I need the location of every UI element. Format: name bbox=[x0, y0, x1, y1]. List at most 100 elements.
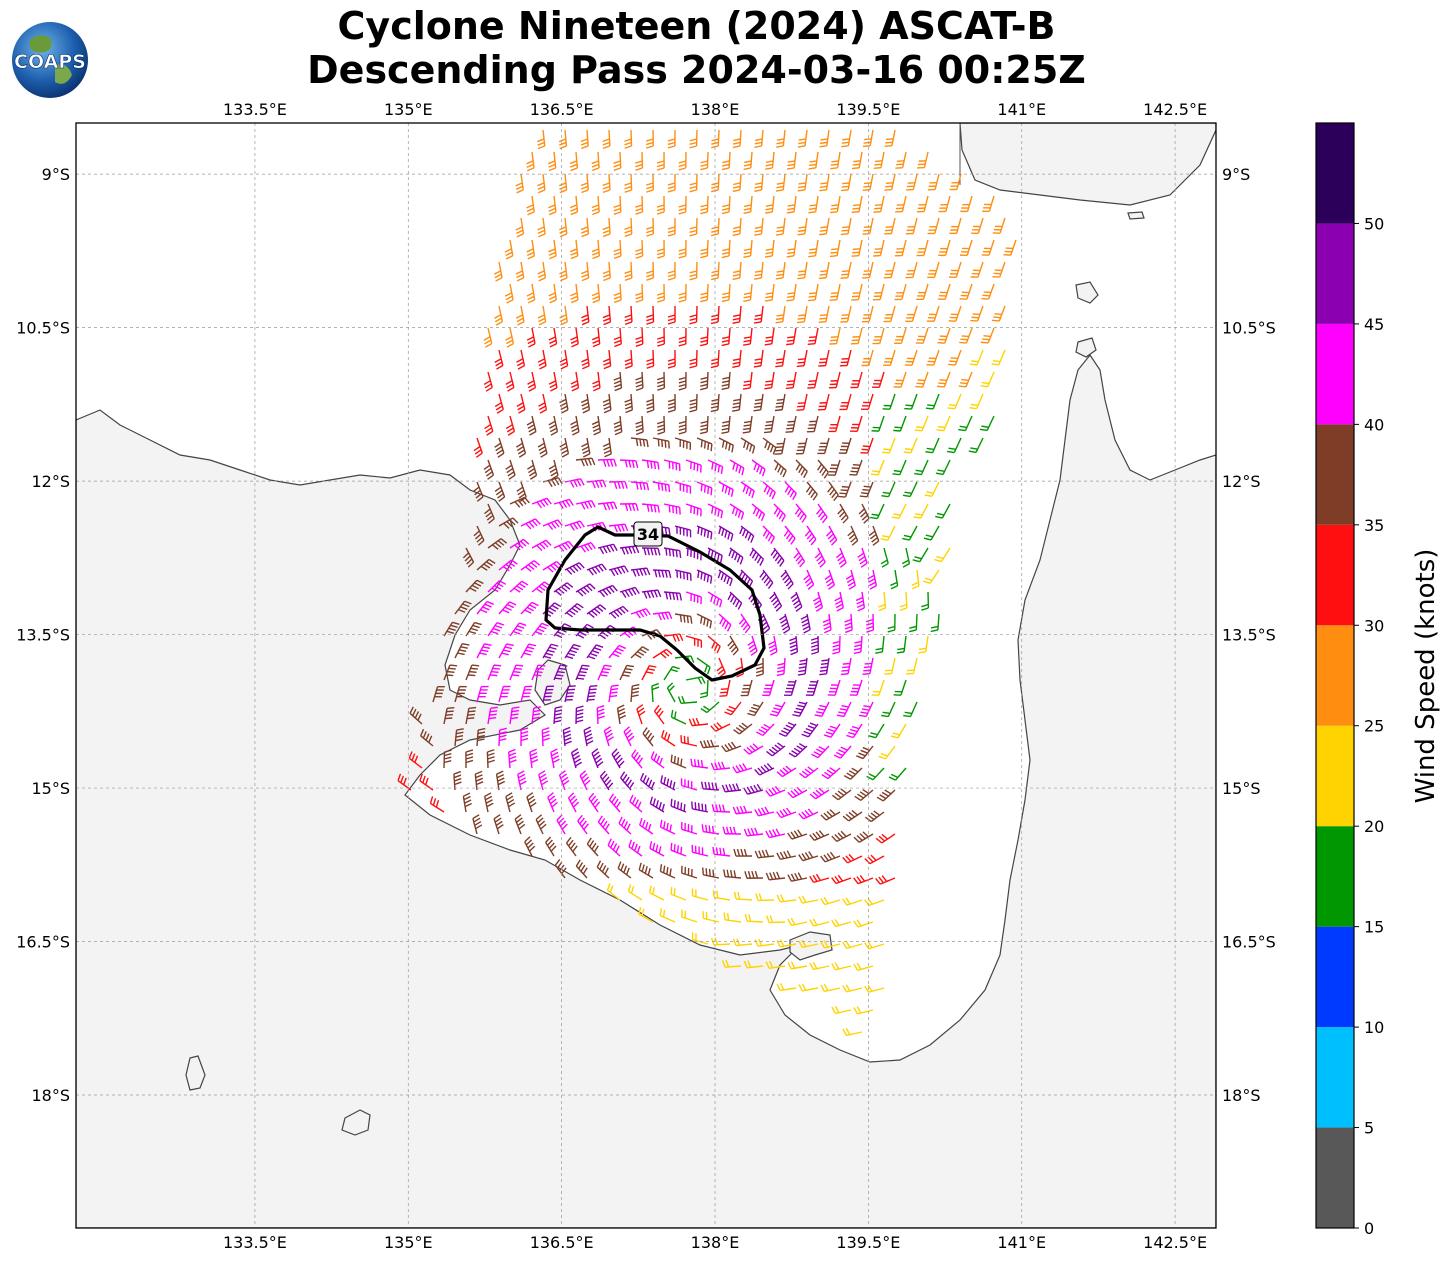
colorbar-tick-label: 50 bbox=[1364, 214, 1384, 233]
wind-barb bbox=[842, 1027, 863, 1037]
wind-barb bbox=[817, 437, 830, 455]
wind-barb bbox=[515, 305, 525, 326]
wind-barb bbox=[797, 261, 808, 280]
wind-barb bbox=[656, 327, 665, 347]
wind-barb bbox=[968, 437, 984, 454]
wind-barb bbox=[515, 217, 525, 238]
wind-barb bbox=[830, 195, 841, 214]
wind-barb bbox=[652, 437, 670, 449]
wind-barb bbox=[728, 547, 744, 565]
wind-barb bbox=[624, 349, 633, 370]
wind-barb bbox=[537, 173, 546, 194]
wind-barb bbox=[891, 503, 907, 520]
figure-title: Cyclone Nineteen (2024) ASCAT-B Descendi… bbox=[0, 4, 1393, 92]
wind-barb bbox=[805, 481, 818, 501]
wind-barb bbox=[796, 349, 808, 368]
wind-barb bbox=[935, 503, 951, 519]
wind-barb bbox=[797, 217, 808, 236]
wind-barb bbox=[861, 349, 874, 367]
wind-barb bbox=[858, 503, 870, 524]
wind-barb bbox=[674, 481, 692, 494]
wind-barb bbox=[970, 305, 984, 322]
wind-barb bbox=[849, 679, 863, 696]
wind-barb bbox=[847, 525, 859, 546]
wind-barb bbox=[744, 870, 764, 879]
wind-barb bbox=[638, 862, 654, 879]
wind-barb bbox=[780, 569, 794, 590]
wind-barb bbox=[707, 591, 723, 608]
wind-barb bbox=[619, 459, 639, 469]
wind-barb bbox=[537, 437, 548, 458]
wind-barb bbox=[619, 586, 640, 598]
wind-barb bbox=[689, 349, 698, 369]
wind-barb bbox=[922, 569, 940, 584]
wind-barb bbox=[419, 773, 434, 791]
wind-barb bbox=[685, 459, 702, 473]
wind-barb bbox=[462, 792, 472, 813]
wind-barb bbox=[787, 829, 808, 840]
wind-barb bbox=[624, 129, 633, 149]
wind-barb bbox=[814, 547, 826, 568]
colorbar-bin bbox=[1316, 826, 1354, 927]
wind-barb bbox=[754, 938, 775, 947]
wind-barb bbox=[884, 173, 896, 191]
wind-barb bbox=[630, 437, 649, 448]
colorbar-bin bbox=[1316, 524, 1354, 626]
wind-barb bbox=[776, 850, 797, 861]
wind-barb bbox=[630, 608, 651, 619]
wind-barb bbox=[542, 519, 563, 531]
wind-barb bbox=[505, 459, 516, 480]
wind-barb bbox=[565, 836, 578, 857]
wind-barb bbox=[838, 437, 852, 454]
wind-barb bbox=[651, 682, 660, 703]
lat-tick-label-right: 15°S bbox=[1222, 779, 1261, 798]
wind-barb bbox=[583, 726, 594, 747]
wind-barb bbox=[454, 728, 464, 747]
wind-barb bbox=[875, 833, 896, 844]
wind-barb bbox=[753, 349, 764, 368]
wind-barb bbox=[831, 918, 852, 928]
wind-barb bbox=[795, 459, 808, 479]
wind-barb bbox=[846, 723, 863, 739]
wind-barb bbox=[766, 742, 786, 757]
wind-barb bbox=[586, 563, 607, 576]
wind-barb bbox=[918, 635, 929, 654]
wind-barb bbox=[830, 151, 841, 170]
wind-barb bbox=[613, 371, 623, 392]
wind-barb bbox=[591, 327, 601, 348]
lon-tick-label-top: 133.5°E bbox=[223, 100, 287, 119]
wind-barb bbox=[756, 723, 775, 737]
wind-barb bbox=[472, 481, 484, 502]
wind-barb bbox=[888, 767, 907, 781]
lon-tick-label-bottom: 138°E bbox=[691, 1233, 740, 1252]
wind-barb bbox=[667, 129, 676, 149]
wind-barb bbox=[575, 705, 584, 725]
wind-barb bbox=[689, 305, 698, 325]
wind-barb bbox=[545, 836, 557, 857]
wind-barb bbox=[817, 393, 830, 411]
wind-barb bbox=[881, 481, 896, 498]
wind-barb bbox=[829, 283, 841, 301]
wind-barb bbox=[603, 726, 614, 747]
colorbar-tick-label: 20 bbox=[1364, 817, 1384, 836]
wind-barb bbox=[850, 327, 863, 345]
lon-tick-label-top: 135°E bbox=[384, 100, 433, 119]
wind-barb bbox=[796, 393, 808, 411]
wind-barb bbox=[527, 371, 537, 392]
wind-barb bbox=[484, 503, 495, 524]
wind-barb bbox=[721, 195, 731, 215]
wind-barb bbox=[831, 874, 852, 885]
wind-barb bbox=[509, 580, 529, 593]
wind-barb bbox=[700, 195, 709, 215]
wind-barb bbox=[862, 129, 874, 148]
wind-barb bbox=[732, 129, 742, 149]
wind-barb bbox=[926, 349, 940, 366]
wind-barb bbox=[660, 775, 676, 791]
wind-barb bbox=[674, 569, 692, 581]
wind-barb bbox=[851, 283, 863, 301]
wind-barb bbox=[903, 701, 918, 718]
wind-barb bbox=[938, 239, 951, 257]
wind-barb bbox=[538, 770, 549, 791]
wind-barb bbox=[971, 217, 984, 234]
wind-barb bbox=[870, 503, 885, 520]
